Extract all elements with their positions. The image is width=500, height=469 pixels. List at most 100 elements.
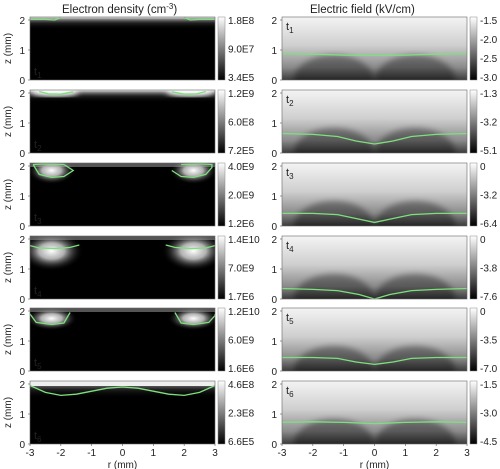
density-panel-2: t2 0 1 2 z (mm) 1.2E9 6.0E8 7.2E5 <box>3 89 255 160</box>
z-tick-label: 0 <box>271 149 277 160</box>
colorbar-tick-label: 1.6E6 <box>228 364 255 375</box>
z-tick-label: 1 <box>271 192 277 203</box>
colorbar <box>217 162 226 227</box>
contour-line <box>282 356 467 366</box>
contour-line <box>183 17 215 21</box>
z-tick-label: 2 <box>19 307 25 318</box>
colorbar-tick-label: -5.1 <box>480 146 498 157</box>
colorbar <box>469 89 478 154</box>
density-blob <box>30 236 84 271</box>
time-label: t3 <box>34 212 42 226</box>
colorbar <box>217 89 226 154</box>
colorbar-tick-label: 7.2E5 <box>228 146 255 157</box>
time-label: t1 <box>286 21 294 35</box>
r-tick-label: 2 <box>433 448 439 459</box>
contour-line <box>165 244 215 250</box>
time-label: t3 <box>286 167 294 181</box>
time-label: t5 <box>34 357 42 371</box>
field-panel-5: t5 0 1 2 0 -3.5 -7.0 <box>271 307 497 378</box>
colorbar-tick-label: -3.8 <box>480 264 498 275</box>
colorbar-tick-label: 3.4E5 <box>228 73 255 84</box>
colorbar-tick-label: 1.8E8 <box>228 16 255 27</box>
z-tick-label: 0 <box>271 440 277 451</box>
contour-line <box>282 421 467 425</box>
density-panel-3: t3 0 1 2 z (mm) 4.0E9 2.0E9 1.2E6 <box>3 162 255 233</box>
time-label: t4 <box>34 285 42 299</box>
colorbar-tick-label: 6.0E9 <box>228 336 255 347</box>
z-tick-label: 2 <box>271 89 277 100</box>
density-blob <box>169 163 215 185</box>
z-tick-label: 2 <box>19 16 25 27</box>
z-axis-label: z (mm) <box>3 106 14 137</box>
r-axis-label: r (mm) <box>108 460 137 469</box>
r-tick-label: 2 <box>181 448 187 459</box>
contour-line <box>39 90 74 95</box>
contour-line <box>30 312 71 326</box>
r-tick-label: -1 <box>87 448 96 459</box>
colorbar <box>469 235 478 300</box>
z-tick-label: 0 <box>271 295 277 306</box>
z-tick-label: 2 <box>271 235 277 246</box>
density-blob <box>30 163 76 185</box>
contour-line <box>282 212 467 224</box>
colorbar <box>217 380 226 445</box>
time-label: t6 <box>34 430 42 444</box>
z-tick-label: 0 <box>19 222 25 233</box>
contour-line <box>282 132 467 145</box>
colorbar-tick-label: 1.7E6 <box>228 292 255 303</box>
contour-line <box>174 312 215 326</box>
time-label: t4 <box>286 240 294 254</box>
colorbar-tick-label: 1.2E9 <box>228 89 255 100</box>
colorbar <box>469 162 478 227</box>
colorbar-tick-label: 1.2E6 <box>228 219 255 230</box>
field-panel-2: t2 0 1 2 -1.3 -3.2 -5.1 <box>271 89 498 160</box>
colorbar-tick-label: -1.5 <box>480 16 498 27</box>
field-panel-4: t4 0 1 2 0 -3.8 -7.6 <box>271 235 498 306</box>
r-tick-label: 0 <box>120 448 126 459</box>
colorbar-tick-label: 1.2E10 <box>228 307 260 318</box>
colorbar <box>469 16 478 81</box>
z-tick-label: 2 <box>19 89 25 100</box>
colorbar <box>469 380 478 445</box>
z-tick-label: 0 <box>19 295 25 306</box>
colorbar-tick-label: 2.0E9 <box>228 191 255 202</box>
z-axis-label: z (mm) <box>3 324 14 355</box>
density-layer <box>30 17 215 43</box>
panels: t1 0 1 2 z (mm) 1.8E8 9.0E7 3.4E5 t2 0 1 2 z (mm) 1.2… <box>3 16 498 469</box>
z-tick-label: 1 <box>19 337 25 348</box>
colorbar-tick-label: 1.4E10 <box>228 235 260 246</box>
time-label: t1 <box>34 66 42 80</box>
colorbar-tick-label: -2.5 <box>480 54 498 65</box>
density-blob <box>30 308 78 331</box>
time-label: t2 <box>286 94 294 108</box>
z-tick-label: 2 <box>271 380 277 391</box>
z-axis-label: z (mm) <box>3 179 14 210</box>
colorbar-tick-label: -3.0 <box>480 409 498 420</box>
colorbar-tick-label: 2.3E8 <box>228 409 255 420</box>
z-tick-label: 1 <box>271 46 277 57</box>
colorbar-tick-label: 0 <box>480 162 486 173</box>
z-tick-label: 2 <box>271 16 277 27</box>
time-label: t2 <box>34 139 42 153</box>
colorbar-tick-label: -3.2 <box>480 191 498 202</box>
z-axis-label: z (mm) <box>3 397 14 428</box>
colorbar-tick-label: -6.4 <box>480 219 498 230</box>
z-tick-label: 1 <box>19 192 25 203</box>
density-blob <box>166 90 215 97</box>
z-tick-label: 0 <box>271 76 277 87</box>
contour-line <box>32 163 75 179</box>
z-tick-label: 2 <box>271 307 277 318</box>
colorbar-tick-label: -3.2 <box>480 118 498 129</box>
z-tick-label: 2 <box>19 162 25 173</box>
density-layer <box>30 381 215 416</box>
time-label: t5 <box>286 312 294 326</box>
density-panel-1: t1 0 1 2 z (mm) 1.8E8 9.0E7 3.4E5 <box>3 16 255 87</box>
field-panel-6: t6 0 1 2 -1.5 -3.0 -4.5 -3 -2 -1 0 1 2 3 r (mm) <box>271 380 497 469</box>
time-label: t6 <box>286 385 294 399</box>
colorbar-tick-label: 4.0E9 <box>228 162 255 173</box>
z-tick-label: 1 <box>271 265 277 276</box>
z-tick-label: 0 <box>271 222 277 233</box>
z-tick-label: 1 <box>271 337 277 348</box>
colorbar-tick-label: -1.3 <box>480 89 498 100</box>
